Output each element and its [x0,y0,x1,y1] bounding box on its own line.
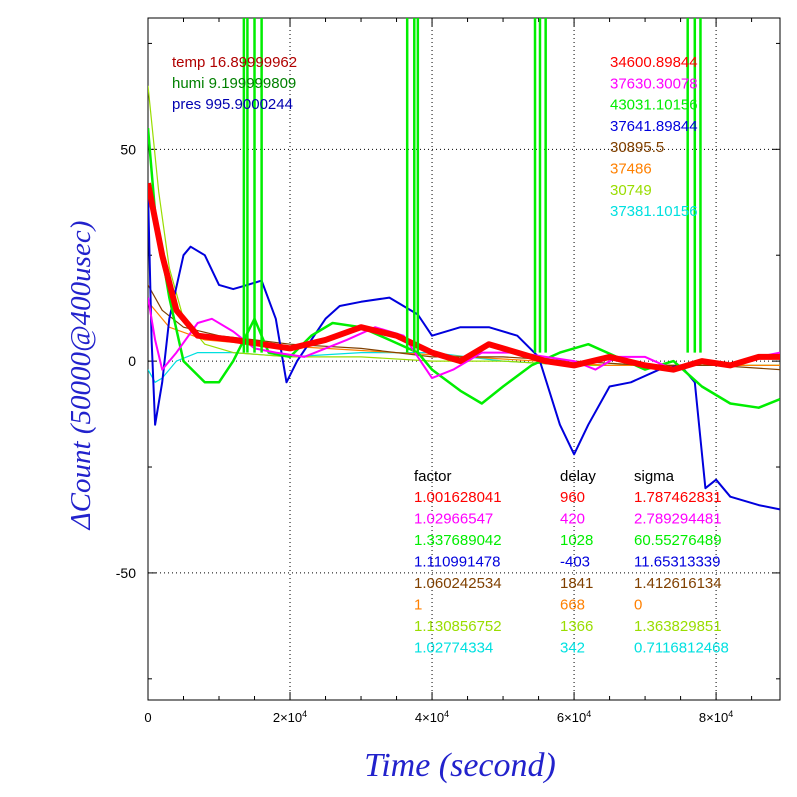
table-cell: 1.412616134 [634,575,722,592]
base-value: 34600.89844 [610,54,698,71]
table-cell: -403 [560,554,590,571]
y-tick-label: 50 [120,141,136,157]
table-cell: 1841 [560,575,593,592]
base-value: 37486 [610,161,652,178]
base-value: 37630.30078 [610,75,698,92]
base-values: 34600.89844 37630.30078 43031.10156 37641.8… [610,54,698,220]
table-header: delay [560,468,596,485]
table-cell: 1.787462831 [634,489,722,506]
table-header: factor [414,468,452,485]
table-cell: 1.02966547 [414,511,493,528]
x-axis-title: Time (second) [364,747,556,784]
y-axis-title: ΔCount (50000@400usec) [65,221,97,531]
base-value: 37641.89844 [610,118,698,135]
table-cell: 2.789294481 [634,511,722,528]
table-cell: 0.7116812468 [634,640,729,657]
table-cell: 1366 [560,618,593,635]
table-cell: 1.060242534 [414,575,502,592]
base-value: 30895.5 [610,139,664,156]
table-cell: 1.110991478 [414,554,500,571]
table-cell: 60.55276489 [634,532,722,549]
table-cell: 420 [560,511,585,528]
series-layer [148,18,780,511]
table-cell: 1.02774334 [414,640,493,657]
env-info-line: humi 9.199999809 [172,75,296,92]
table-cell: 1.363829851 [634,618,722,635]
fit-table: factor delay sigma 1.001628041 960 1.78746283… [414,468,729,657]
x-tick-label: 4×104 [415,709,449,725]
x-tick-label: 2×104 [273,709,307,725]
table-cell: 1 [414,597,422,614]
base-value: 37381.10156 [610,203,698,220]
table-cell: 1.130856752 [414,618,502,635]
x-tick-label: 8×104 [699,709,733,725]
table-cell: 1.001628041 [414,489,502,506]
y-tick-label: -50 [116,565,136,581]
y-tick-label: 0 [128,353,136,369]
table-header: sigma [634,468,675,485]
table-cell: 1028 [560,532,593,549]
base-value: 43031.10156 [610,97,698,114]
env-info-line: pres 995.9000244 [172,96,293,113]
table-cell: 1.337689042 [414,532,502,549]
table-cell: 11.65313339 [634,554,720,571]
x-tick-label: 6×104 [557,709,591,725]
env-info: temp 16.89999962 humi 9.199999809 pres 995… [172,54,297,113]
axis-ticks: 0 2×104 4×104 6×104 8×104 50 0 -50 [116,18,780,725]
series-line-1 [148,182,780,373]
table-cell: 0 [634,597,642,614]
table-cell: 668 [560,597,585,614]
x-tick-label: 0 [144,710,151,725]
table-cell: 342 [560,640,585,657]
base-value: 30749 [610,182,652,199]
env-info-line: temp 16.89999962 [172,54,297,71]
table-cell: 960 [560,489,585,506]
